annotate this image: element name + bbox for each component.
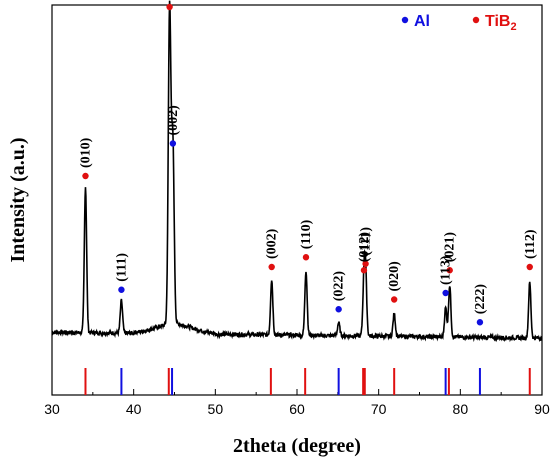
peak-marker-tib2 [166, 3, 173, 11]
peak-marker-tib2 [390, 296, 398, 303]
peak-marker-tib2 [268, 263, 275, 271]
diffraction-pattern-line [51, 0, 543, 343]
peak-label: (222) [473, 284, 488, 315]
peak-label: (112) [523, 229, 538, 259]
legend-al-label: Al [414, 13, 430, 30]
legend-tib2-label: TiB2 [485, 13, 517, 33]
peak-marker-al [442, 289, 449, 297]
legend-tib2-dot [472, 16, 480, 24]
peak-label: (002) [166, 105, 181, 136]
x-tick-label: 70 [371, 401, 387, 417]
x-tick-label: 80 [453, 401, 469, 417]
x-axis-label: 2theta (degree) [233, 435, 361, 457]
legend-al-dot [401, 16, 409, 24]
peak-label: (022) [332, 271, 347, 302]
x-tick-label: 90 [534, 401, 550, 417]
peak-marker-tib2 [360, 267, 368, 274]
peak-label: (010) [78, 137, 93, 168]
x-ticks: 30 40 50 60 70 80 90 [44, 389, 550, 417]
peak-label: (020) [387, 261, 402, 292]
x-tick-label: 50 [208, 401, 224, 417]
x-tick-label: 60 [289, 401, 305, 417]
peak-marker-tib2 [526, 263, 533, 271]
peak-label: (021) [443, 232, 458, 263]
peak-marker-tib2 [446, 267, 453, 274]
peak-marker-al [118, 286, 125, 293]
peak-label: (111) [359, 227, 374, 256]
peak-marker-tib2 [362, 260, 369, 267]
legend: Al TiB2 [401, 13, 517, 33]
peak-marker-al [169, 140, 177, 147]
peak-label: (111) [114, 253, 129, 282]
peak-label: (113) [439, 255, 454, 285]
peak-marker-tib2 [82, 172, 89, 180]
peak-markers [82, 3, 533, 326]
x-tick-label: 30 [44, 401, 60, 417]
peak-marker-tib2 [302, 254, 310, 261]
peak-label: (110) [299, 219, 314, 249]
x-tick-label: 40 [126, 401, 142, 417]
reference-lines [84, 368, 531, 395]
peak-label: (002) [265, 228, 280, 259]
y-axis-label: Intensity (a.u.) [7, 137, 29, 262]
peak-labels: (010)(111)(011)(002)(002)(110)(022)(012)… [78, 105, 538, 315]
peak-marker-al [335, 306, 342, 313]
peak-marker-al [476, 319, 484, 326]
peak-label: (012) [357, 232, 372, 263]
